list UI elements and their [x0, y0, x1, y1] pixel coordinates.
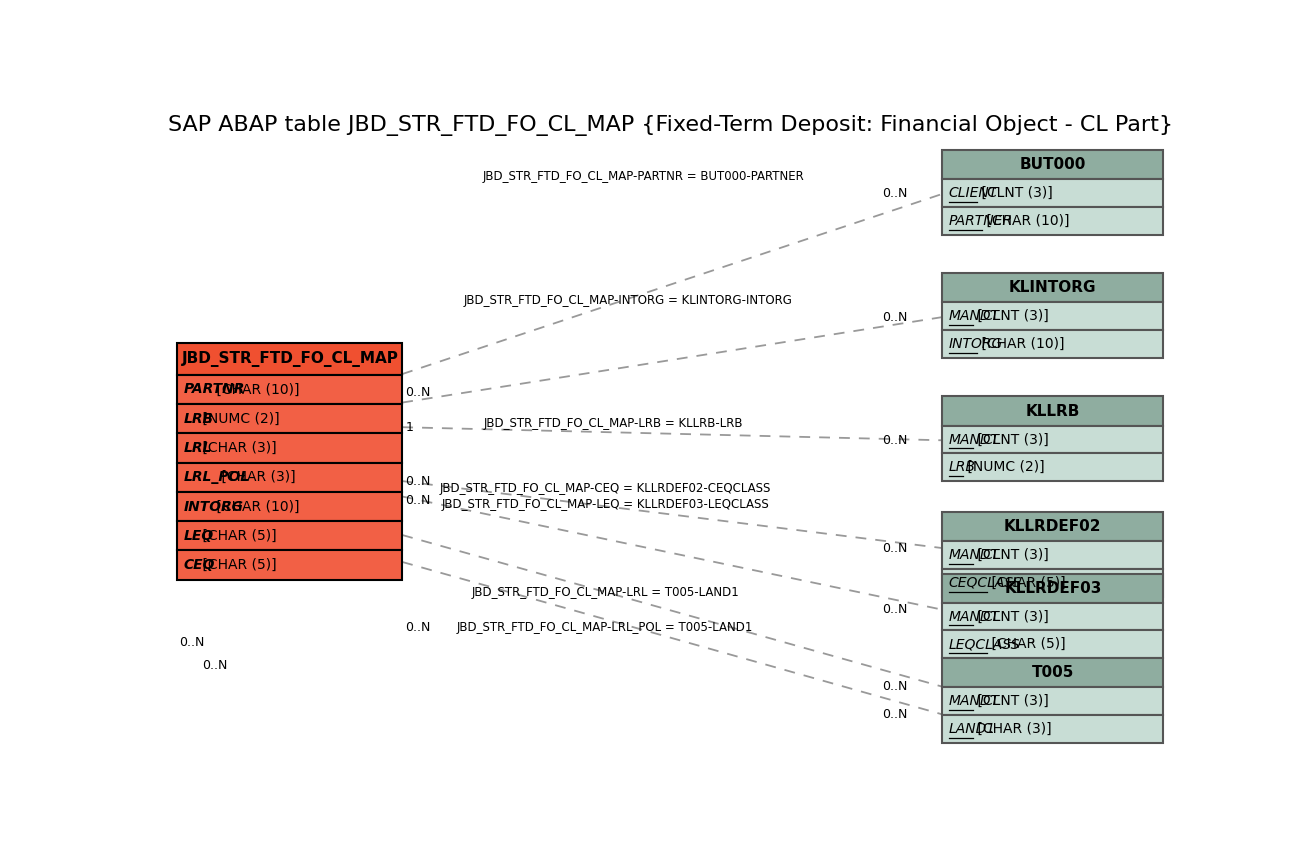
Text: 0..N: 0..N — [179, 637, 204, 650]
Text: [CLNT (3)]: [CLNT (3)] — [973, 695, 1048, 708]
Text: 0..N: 0..N — [882, 311, 908, 324]
Text: INTORG: INTORG — [948, 337, 1003, 351]
Bar — [942, 541, 1163, 569]
Text: JBD_STR_FTD_FO_CL_MAP-LRL = T005-LAND1: JBD_STR_FTD_FO_CL_MAP-LRL = T005-LAND1 — [471, 586, 739, 599]
Text: MANDT: MANDT — [948, 548, 999, 562]
Text: [CHAR (10)]: [CHAR (10)] — [212, 499, 300, 514]
Bar — [942, 573, 1163, 603]
Text: [CHAR (5)]: [CHAR (5)] — [988, 638, 1066, 651]
Text: [CHAR (3)]: [CHAR (3)] — [973, 722, 1052, 736]
Bar — [942, 179, 1163, 207]
Bar — [942, 658, 1163, 688]
Text: 0..N: 0..N — [405, 494, 430, 507]
Text: 0..N: 0..N — [882, 541, 908, 554]
Text: [CLNT (3)]: [CLNT (3)] — [973, 432, 1048, 446]
Bar — [178, 521, 402, 550]
Bar — [942, 453, 1163, 481]
Text: JBD_STR_FTD_FO_CL_MAP: JBD_STR_FTD_FO_CL_MAP — [182, 350, 398, 367]
Bar — [942, 330, 1163, 358]
Text: JBD_STR_FTD_FO_CL_MAP-LRB = KLLRB-LRB: JBD_STR_FTD_FO_CL_MAP-LRB = KLLRB-LRB — [483, 417, 743, 430]
Text: [CHAR (3)]: [CHAR (3)] — [217, 471, 296, 484]
Text: JBD_STR_FTD_FO_CL_MAP-LEQ = KLLRDEF03-LEQCLASS: JBD_STR_FTD_FO_CL_MAP-LEQ = KLLRDEF03-LE… — [441, 497, 769, 510]
Text: 0..N: 0..N — [405, 475, 430, 488]
Text: [CLNT (3)]: [CLNT (3)] — [973, 310, 1048, 324]
Text: KLLRDEF02: KLLRDEF02 — [1005, 519, 1101, 534]
Text: SAP ABAP table JBD_STR_FTD_FO_CL_MAP {Fixed-Term Deposit: Financial Object - CL : SAP ABAP table JBD_STR_FTD_FO_CL_MAP {Fi… — [167, 115, 1173, 136]
Bar — [178, 492, 402, 521]
Text: MANDT: MANDT — [948, 310, 999, 324]
Text: LEQCLASS: LEQCLASS — [948, 638, 1020, 651]
Bar — [178, 375, 402, 404]
Text: BUT000: BUT000 — [1020, 157, 1086, 172]
Text: [CHAR (10)]: [CHAR (10)] — [977, 337, 1065, 351]
Bar — [942, 426, 1163, 453]
Bar — [942, 512, 1163, 541]
Text: 0..N: 0..N — [882, 188, 908, 201]
Bar — [942, 303, 1163, 330]
Text: [CHAR (5)]: [CHAR (5)] — [198, 529, 277, 542]
Text: 0..N: 0..N — [203, 659, 228, 672]
Bar — [942, 631, 1163, 658]
Text: [CLNT (3)]: [CLNT (3)] — [973, 610, 1048, 624]
Text: JBD_STR_FTD_FO_CL_MAP-PARTNR = BUT000-PARTNER: JBD_STR_FTD_FO_CL_MAP-PARTNR = BUT000-PA… — [483, 170, 804, 183]
Text: LRB: LRB — [183, 412, 213, 426]
Text: CLIENT: CLIENT — [948, 186, 998, 200]
Bar — [942, 150, 1163, 179]
Bar — [178, 343, 402, 375]
Text: JBD_STR_FTD_FO_CL_MAP-INTORG = KLINTORG-INTORG: JBD_STR_FTD_FO_CL_MAP-INTORG = KLINTORG-… — [464, 293, 793, 307]
Bar — [942, 396, 1163, 426]
Text: LRB: LRB — [948, 460, 976, 474]
Bar — [178, 463, 402, 492]
Text: JBD_STR_FTD_FO_CL_MAP-LRL_POL = T005-LAND1: JBD_STR_FTD_FO_CL_MAP-LRL_POL = T005-LAN… — [456, 621, 753, 634]
Text: CEQ: CEQ — [183, 558, 215, 572]
Text: [CHAR (5)]: [CHAR (5)] — [198, 558, 277, 572]
Text: KLLRB: KLLRB — [1025, 404, 1080, 419]
Text: MANDT: MANDT — [948, 432, 999, 446]
Text: 0..N: 0..N — [882, 680, 908, 693]
Text: MANDT: MANDT — [948, 610, 999, 624]
Text: [CLNT (3)]: [CLNT (3)] — [973, 548, 1048, 562]
Bar — [942, 569, 1163, 597]
Text: [NUMC (2)]: [NUMC (2)] — [963, 460, 1045, 474]
Text: [CHAR (10)]: [CHAR (10)] — [212, 382, 300, 396]
Text: PARTNER: PARTNER — [948, 214, 1012, 227]
Text: [CHAR (5)]: [CHAR (5)] — [988, 576, 1066, 590]
Text: JBD_STR_FTD_FO_CL_MAP-CEQ = KLLRDEF02-CEQCLASS: JBD_STR_FTD_FO_CL_MAP-CEQ = KLLRDEF02-CE… — [439, 483, 770, 496]
Bar — [942, 688, 1163, 715]
Text: 0..N: 0..N — [405, 621, 430, 634]
Text: MANDT: MANDT — [948, 695, 999, 708]
Text: 0..N: 0..N — [882, 603, 908, 616]
Text: [CLNT (3)]: [CLNT (3)] — [977, 186, 1053, 200]
Text: 0..N: 0..N — [882, 433, 908, 447]
Text: 0..N: 0..N — [405, 386, 430, 399]
Bar — [178, 433, 402, 463]
Bar — [942, 603, 1163, 631]
Bar — [942, 273, 1163, 303]
Text: LAND1: LAND1 — [948, 722, 995, 736]
Bar — [942, 207, 1163, 234]
Bar — [178, 550, 402, 580]
Text: LRL_POL: LRL_POL — [183, 471, 250, 484]
Text: KLLRDEF03: KLLRDEF03 — [1005, 580, 1101, 596]
Text: [NUMC (2)]: [NUMC (2)] — [198, 412, 280, 426]
Text: PARTNR: PARTNR — [183, 382, 245, 396]
Text: LRL: LRL — [183, 441, 212, 455]
Text: [CHAR (10)]: [CHAR (10)] — [982, 214, 1070, 227]
Text: INTORG: INTORG — [183, 499, 243, 514]
Text: LEQ: LEQ — [183, 529, 213, 542]
Bar — [178, 404, 402, 433]
Text: T005: T005 — [1032, 665, 1074, 681]
Bar — [942, 715, 1163, 743]
Text: 1: 1 — [405, 420, 413, 433]
Text: [CHAR (3)]: [CHAR (3)] — [198, 441, 277, 455]
Text: 0..N: 0..N — [882, 708, 908, 721]
Text: CEQCLASS: CEQCLASS — [948, 576, 1022, 590]
Text: KLINTORG: KLINTORG — [1008, 280, 1096, 295]
